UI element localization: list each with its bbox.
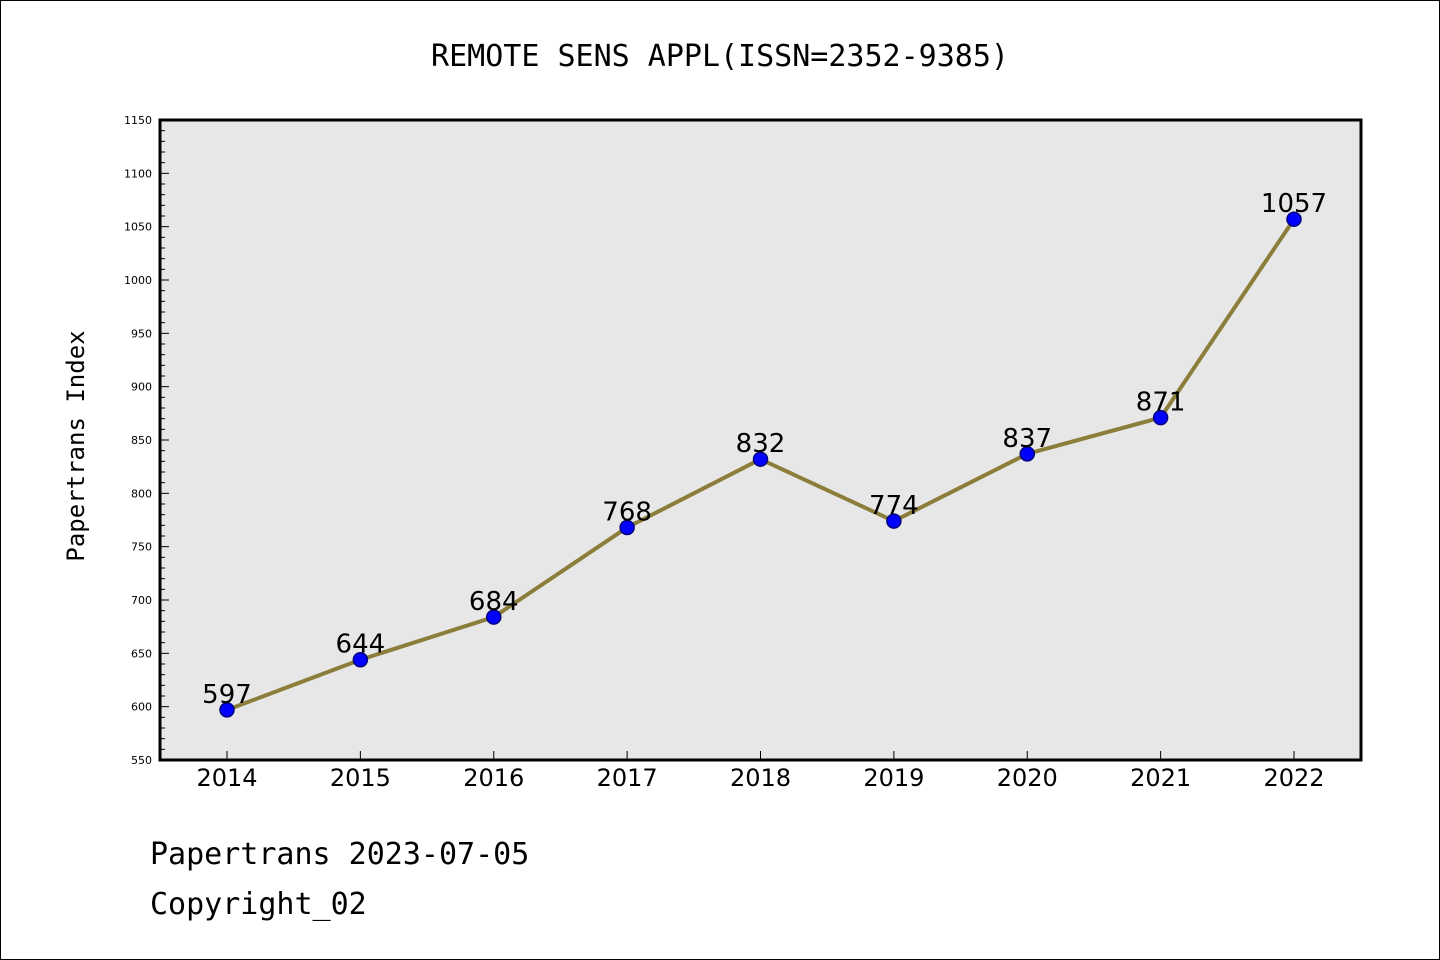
y-tick-label: 950	[131, 327, 152, 340]
x-tick-label: 2017	[597, 764, 658, 792]
y-tick-label: 1050	[124, 221, 152, 234]
y-tick-label: 800	[131, 487, 152, 500]
data-label: 597	[202, 680, 252, 710]
footer-date: Papertrans 2023-07-05	[150, 837, 529, 872]
data-label: 837	[1002, 424, 1052, 454]
y-tick-label: 650	[131, 647, 152, 660]
x-tick-label: 2020	[997, 764, 1058, 792]
y-tick-label: 900	[131, 381, 152, 394]
data-label: 1057	[1261, 189, 1327, 219]
x-axis: 2014 2015 2016 2017 2018 2019 2020 2021 2022	[196, 751, 1325, 792]
data-label: 871	[1136, 388, 1186, 418]
data-point	[1019, 446, 1035, 462]
data-label: 768	[602, 497, 652, 527]
series-layer: 597 644 684 768 832 774 837 871 1057	[202, 189, 1327, 718]
data-point	[352, 651, 369, 668]
y-tick-label: 850	[131, 434, 152, 447]
x-tick-label: 2014	[196, 764, 257, 792]
y-tick-label: 600	[131, 701, 152, 714]
y-tick-label: 550	[131, 754, 152, 767]
footer-copyright: Copyright_02	[150, 887, 367, 922]
y-tick-label: 750	[131, 541, 152, 554]
data-label: 644	[336, 630, 386, 660]
data-label: 684	[469, 587, 519, 617]
data-point	[1286, 211, 1302, 227]
y-tick-label: 700	[131, 594, 152, 607]
data-point	[752, 451, 769, 467]
x-tick-label: 2015	[330, 764, 391, 792]
x-tick-label: 2019	[863, 764, 924, 792]
x-tick-label: 2016	[463, 764, 524, 792]
y-tick-label: 1000	[124, 274, 152, 287]
data-point	[619, 519, 635, 536]
x-tick-label: 2021	[1130, 764, 1191, 792]
data-label: 774	[869, 491, 919, 521]
y-axis-label: Papertrans Index	[62, 330, 90, 561]
data-point	[1152, 409, 1169, 426]
x-tick-label: 2022	[1263, 764, 1324, 792]
chart-title: REMOTE SENS APPL(ISSN=2352-9385)	[431, 39, 1009, 74]
data-point	[486, 609, 502, 625]
x-tick-label: 2018	[730, 764, 791, 792]
y-tick-label: 1100	[124, 167, 152, 180]
data-label: 832	[736, 429, 786, 459]
y-axis: 550 600 650 700 750 800 850 900 950 1000 1050 1100 1…	[124, 114, 169, 767]
data-point	[886, 513, 902, 529]
data-point	[219, 702, 235, 718]
y-tick-label: 1150	[124, 114, 152, 127]
